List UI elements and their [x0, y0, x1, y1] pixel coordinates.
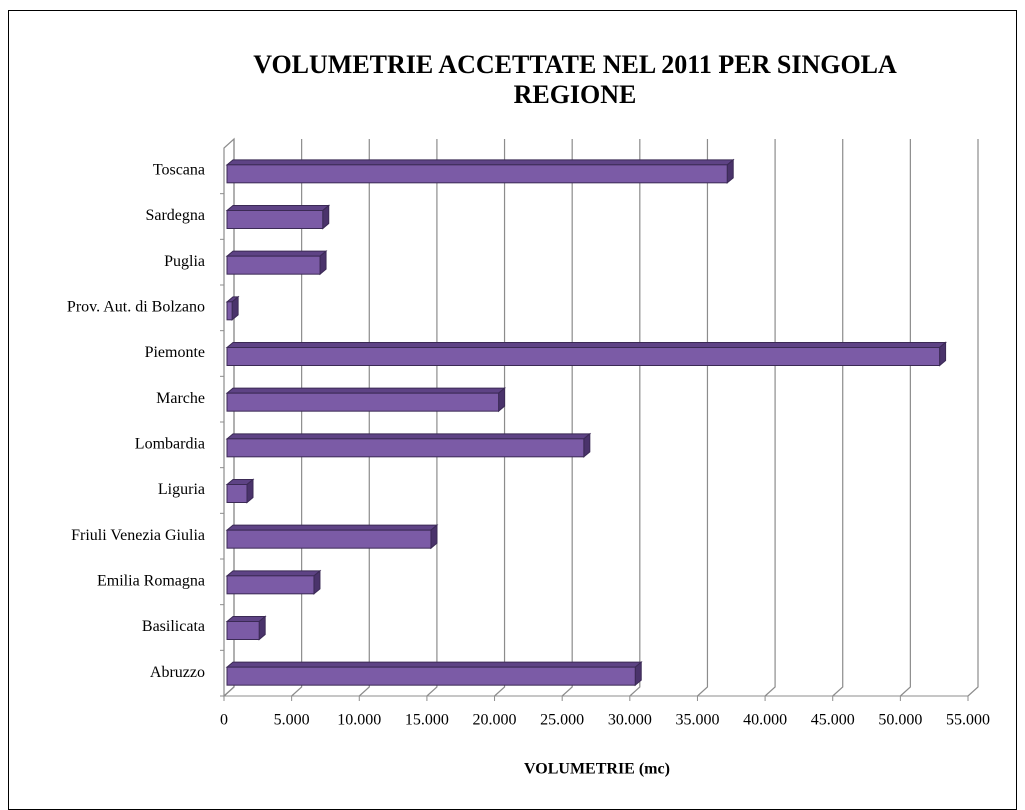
grid-line	[223, 139, 235, 697]
bar	[226, 529, 432, 549]
bar	[226, 438, 585, 458]
x-tick-label: 10.000	[337, 712, 381, 729]
y-tick-label: Piemonte	[145, 344, 205, 361]
y-tick-label: Basilicata	[142, 618, 205, 635]
y-tick-label: Lombardia	[135, 436, 205, 453]
chart-title: VOLUMETRIE ACCETTATE NEL 2011 PER SINGOL…	[253, 50, 897, 109]
y-tick-label: Toscana	[153, 162, 205, 179]
x-tick-label: 35.000	[675, 712, 719, 729]
bar-top	[225, 387, 506, 394]
bar	[226, 666, 636, 686]
y-tick-label: Marche	[156, 390, 205, 407]
x-tick-label: 20.000	[473, 712, 517, 729]
bar-top	[225, 159, 735, 166]
bar-top	[225, 433, 592, 440]
x-tick-label: 40.000	[743, 712, 787, 729]
y-tick-label: Prov. Aut. di Bolzano	[67, 299, 205, 316]
bar	[226, 484, 248, 503]
bar	[226, 301, 233, 321]
x-tick-label: 5.000	[274, 712, 310, 729]
bar-top	[225, 250, 328, 257]
bar-top	[225, 570, 322, 577]
bar	[226, 164, 728, 184]
y-tick-label: Friuli Venezia Giulia	[71, 527, 205, 544]
grid-line	[629, 139, 641, 697]
bar	[226, 347, 941, 366]
x-tick-label: 45.000	[811, 712, 855, 729]
bar	[226, 392, 500, 412]
bar-top	[225, 205, 331, 211]
grid-line	[764, 139, 776, 697]
grid-line	[494, 139, 506, 697]
grid-line	[561, 139, 573, 697]
x-tick-label: 0	[220, 712, 228, 729]
y-tick-label: Abruzzo	[150, 664, 205, 681]
grid-line	[291, 139, 303, 697]
grid-line	[697, 139, 709, 697]
x-tick-label: 50.000	[878, 712, 922, 729]
x-tick-label: 25.000	[540, 712, 584, 729]
bar-top	[225, 661, 643, 668]
bar	[226, 621, 260, 640]
x-tick-label: 15.000	[405, 712, 449, 729]
x-tick-label: 30.000	[608, 712, 652, 729]
bar	[226, 255, 321, 275]
y-tick-label: Puglia	[164, 253, 205, 270]
bar-top	[225, 342, 947, 348]
y-tick-label: Liguria	[158, 481, 205, 498]
bar-top	[225, 524, 439, 531]
x-tick-label: 55.000	[946, 712, 990, 729]
x-axis-label: VOLUMETRIE (mc)	[524, 761, 670, 778]
bar	[226, 575, 315, 595]
grid-line	[967, 139, 979, 697]
grid-line	[899, 139, 911, 697]
y-tick-label: Emilia Romagna	[97, 573, 205, 590]
grid-line	[426, 139, 438, 697]
grid-line	[358, 139, 370, 697]
y-tick-label: Sardegna	[145, 207, 205, 224]
grid-line	[832, 139, 844, 697]
bar	[226, 210, 324, 229]
